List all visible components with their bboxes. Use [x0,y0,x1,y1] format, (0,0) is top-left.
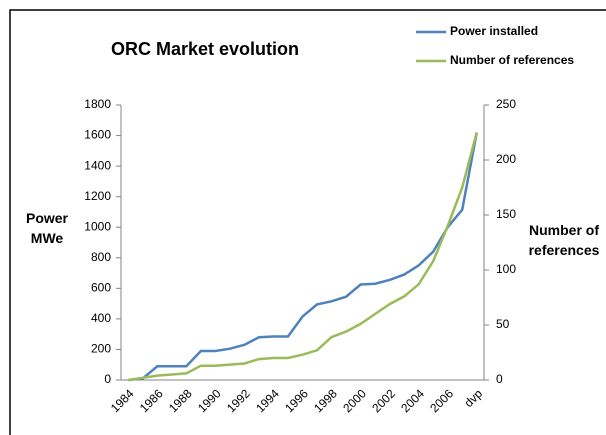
y2-tick-label: 150 [496,207,516,221]
x-tick-label: 2002 [369,386,398,415]
y-tick-label: 0 [104,372,111,386]
y-tick-label: 1400 [84,158,111,172]
x-tick-label: 1986 [137,386,166,415]
y-tick-label: 800 [91,250,111,264]
series-line [128,132,478,382]
legend-label: Power installed [450,24,538,38]
x-tick-label: 1994 [253,386,282,415]
chart-border [9,9,606,435]
x-tick-label: 2006 [427,386,456,415]
y2-tick-label: 200 [496,152,516,166]
chart-title: ORC Market evolution [111,39,299,59]
legend-label: Number of references [450,53,574,67]
y-tick-label: 1800 [84,97,111,111]
y-axis-label: Power MWe [25,210,68,246]
x-tick-label: 1998 [311,386,340,415]
x-tick-label: 1992 [224,386,253,415]
x-tick-label: 1988 [166,386,195,415]
x-tick-label: 1984 [108,386,137,415]
x-tick-label: 1990 [195,386,224,415]
y-tick-label: 400 [91,311,111,325]
y2-tick-label: 50 [496,317,510,331]
y-tick-label: 600 [91,281,111,295]
x-tick-label: 1996 [282,386,311,415]
y-tick-label: 1600 [84,128,111,142]
y2-tick-label: 250 [496,97,516,111]
series-line [128,132,478,382]
x-tick-label: dvp [462,386,486,410]
y2-tick-label: 0 [496,372,503,386]
y2-axis-label: Number of references [528,222,600,258]
x-tick-label: 2004 [398,386,427,415]
y2-tick-label: 100 [496,262,516,276]
y-tick-label: 1000 [84,219,111,233]
y-tick-label: 1200 [84,189,111,203]
x-tick-label: 2000 [340,386,369,415]
y-tick-label: 200 [91,342,111,356]
